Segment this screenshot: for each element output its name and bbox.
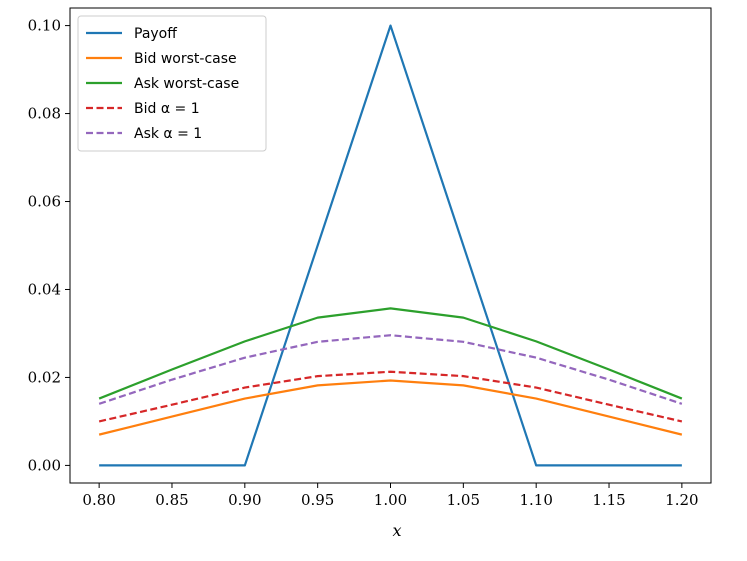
y-tick-label: 0.08	[28, 105, 61, 123]
x-axis-label: x	[392, 521, 401, 540]
series-line-1	[98, 379, 683, 436]
x-tick-label: 0.90	[228, 491, 261, 509]
y-tick-label: 0.10	[28, 17, 61, 35]
x-tick-label: 1.00	[374, 491, 407, 509]
y-tick-label: 0.00	[28, 456, 61, 474]
legend: Payoff Bid worst-case Ask worst-case Bid α …	[77, 15, 267, 152]
legend-box	[77, 15, 267, 152]
x-tick-label: 1.15	[592, 491, 625, 509]
x-tick-label: 0.80	[82, 491, 115, 509]
y-tick-label: 0.04	[28, 280, 61, 298]
series-line-4	[98, 334, 683, 405]
x-tick-label: 1.05	[447, 491, 480, 509]
x-tick-label: 0.85	[155, 491, 188, 509]
x-tick-label: 0.95	[301, 491, 334, 509]
x-tick-label: 1.10	[519, 491, 552, 509]
y-tick-label: 0.02	[28, 368, 61, 386]
series-line-3	[98, 370, 683, 423]
series-line-0	[99, 24, 682, 467]
series-line-2	[98, 307, 683, 400]
legend-label-1: Bid worst-case	[134, 51, 237, 67]
legend-label-0: Payoff	[134, 26, 177, 42]
x-ticks: 0.80 0.85 0.90 0.95 1.00 1.05 1.10 1.15 1.20	[82, 483, 699, 509]
legend-label-3: Bid α = 1	[134, 101, 200, 117]
x-tick-label: 1.20	[665, 491, 698, 509]
y-ticks: 0.00 0.02 0.04 0.06 0.08 0.10	[28, 17, 70, 474]
series-layer	[98, 24, 683, 467]
legend-label-2: Ask worst-case	[134, 76, 239, 92]
y-tick-label: 0.06	[28, 193, 61, 211]
legend-label-4: Ask α = 1	[134, 126, 202, 142]
